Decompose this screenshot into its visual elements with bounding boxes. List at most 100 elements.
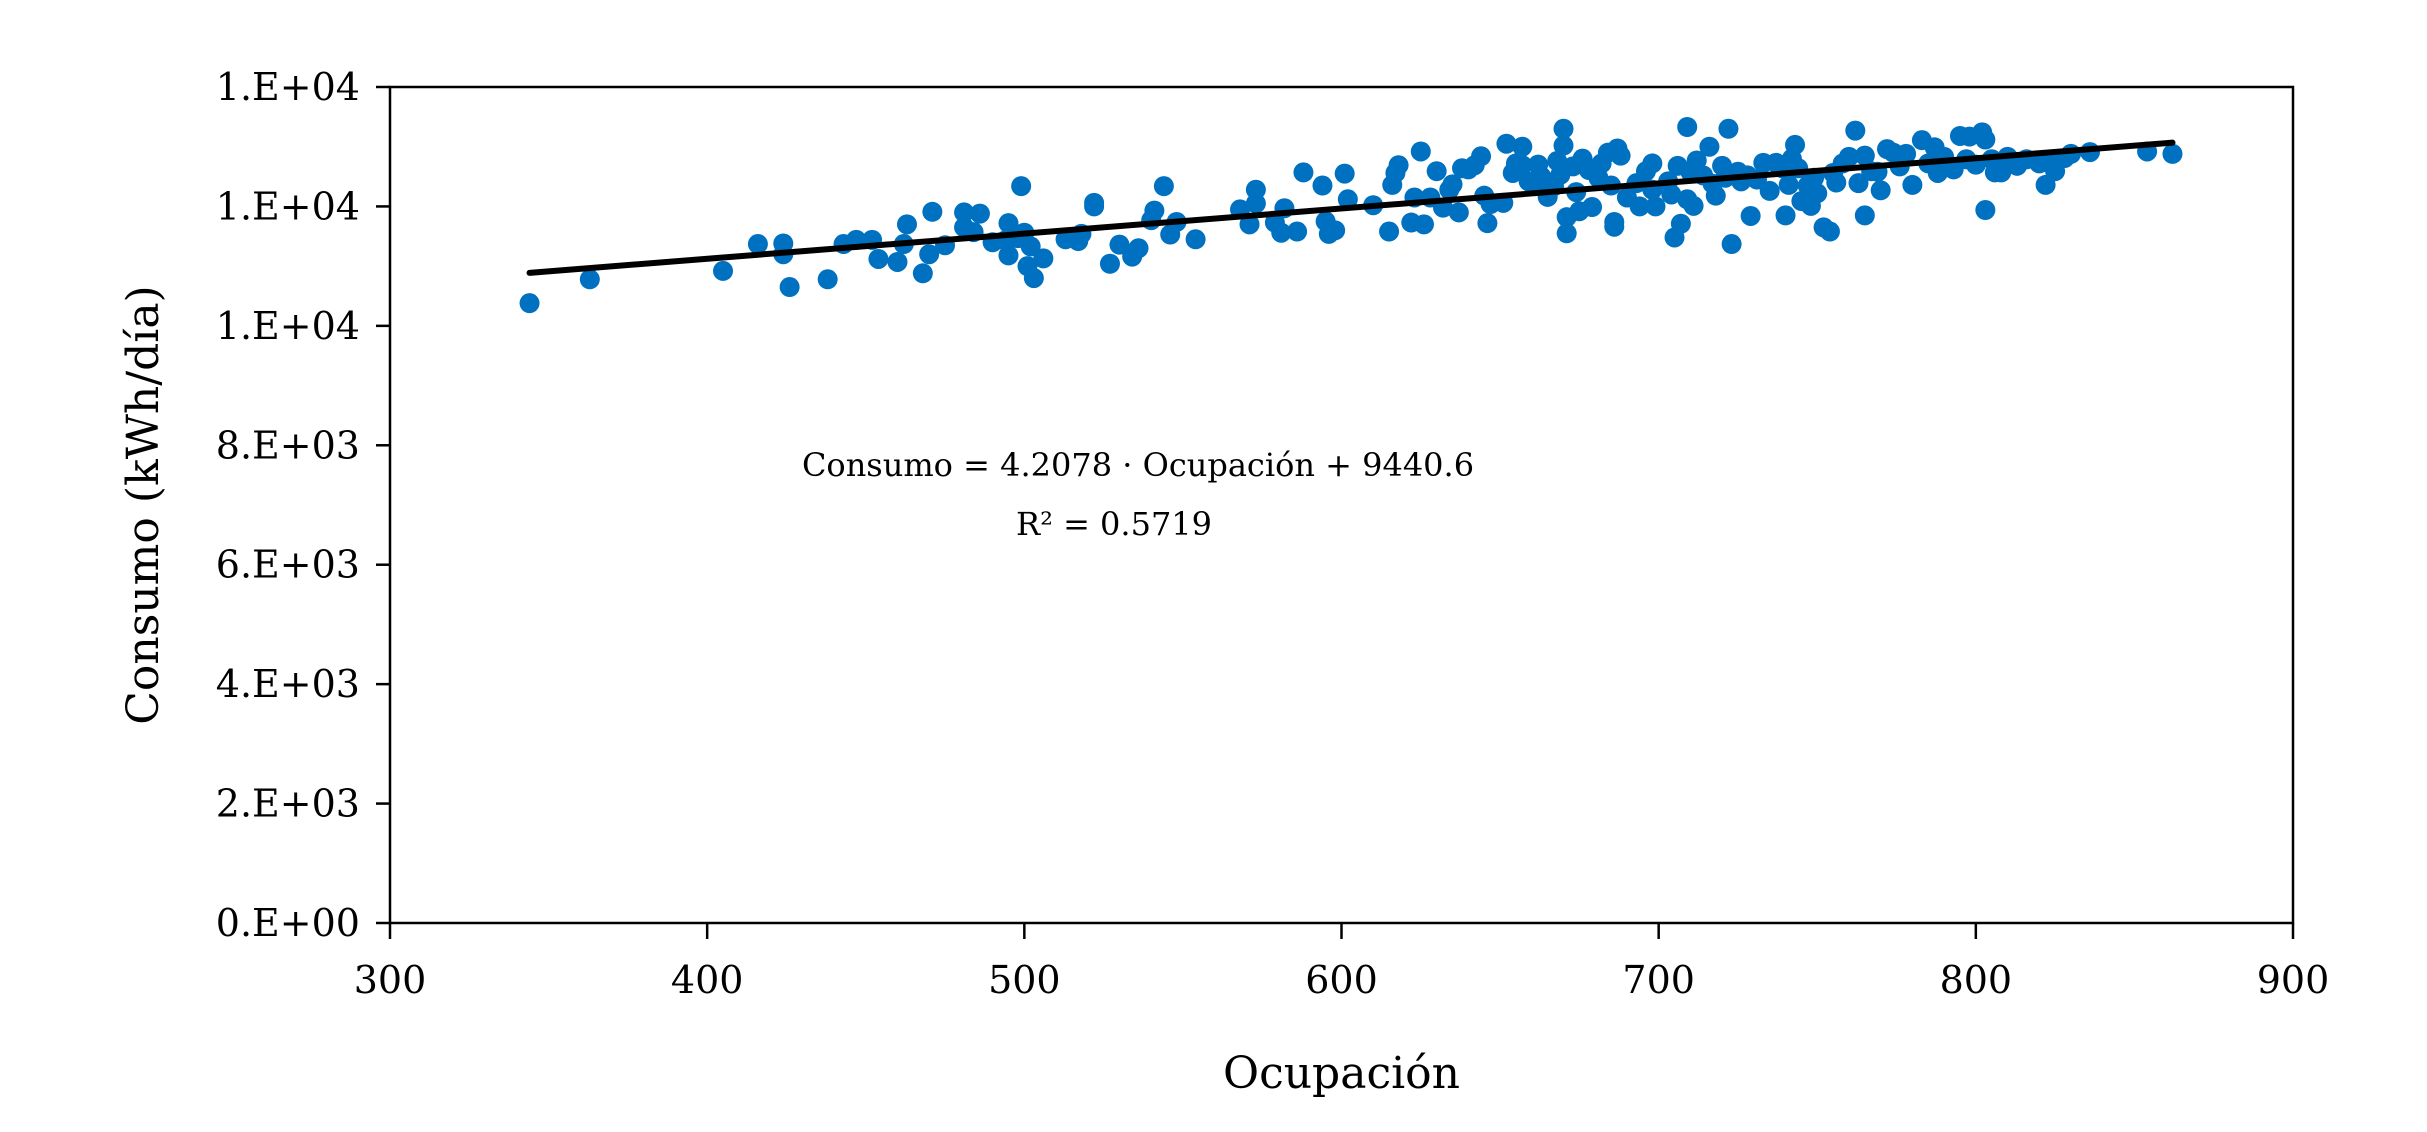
x-axis-ticks: 300 400 500 600 700 800 900 (354, 923, 2330, 1002)
data-point (1477, 213, 1498, 234)
data-point (1109, 234, 1130, 255)
data-point (1442, 174, 1463, 195)
data-point (1271, 222, 1292, 243)
data-point (1512, 155, 1533, 176)
x-tick-label: 600 (1305, 958, 1378, 1002)
data-point (1896, 143, 1917, 164)
data-point (1699, 136, 1720, 157)
data-point (1775, 205, 1796, 226)
data-point (922, 201, 943, 222)
x-tick-label: 400 (671, 958, 744, 1002)
data-point (1084, 192, 1105, 213)
y-tick-label: 1.E+04 (216, 184, 360, 228)
data-point (1848, 173, 1869, 194)
data-point (1604, 211, 1625, 232)
data-point (1033, 248, 1054, 269)
data-point (1287, 221, 1308, 242)
data-point (1677, 117, 1698, 138)
data-point (1448, 202, 1469, 223)
data-point (1705, 185, 1726, 206)
r-squared-label: R² = 0.5719 (1016, 505, 1212, 543)
data-point (1610, 145, 1631, 166)
data-point (998, 213, 1019, 234)
data-point (1629, 196, 1650, 217)
data-point (1975, 129, 1996, 150)
data-point (779, 277, 800, 298)
data-point (1721, 234, 1742, 255)
data-point (1153, 176, 1174, 197)
data-point (1245, 193, 1266, 214)
x-tick-label: 800 (1940, 958, 2013, 1002)
data-point (1496, 133, 1517, 154)
data-point (519, 293, 540, 314)
plot-area-frame (388, 85, 2295, 925)
data-point (1239, 214, 1260, 235)
data-point (1023, 268, 1044, 289)
data-point (1645, 196, 1666, 217)
data-point (1718, 118, 1739, 139)
y-tick-label: 4.E+03 (216, 662, 360, 706)
data-point (1512, 136, 1533, 157)
data-point (1740, 205, 1761, 226)
data-point (713, 260, 734, 281)
x-axis-title: Ocupación (1223, 1048, 1460, 1099)
data-point (1144, 200, 1165, 221)
trendline (526, 139, 2176, 276)
data-point (1845, 120, 1866, 141)
data-point (1778, 174, 1799, 195)
data-point (1927, 162, 1948, 183)
data-point (1388, 155, 1409, 176)
trendline-equation: Consumo = 4.2078 · Ocupación + 9440.6 (802, 446, 1474, 484)
data-point (579, 269, 600, 290)
y-tick-label: 6.E+03 (216, 543, 360, 587)
y-tick-label: 8.E+03 (216, 423, 360, 467)
data-point (817, 269, 838, 290)
data-point (1337, 189, 1358, 210)
data-point (1379, 221, 1400, 242)
x-tick-label: 700 (1622, 958, 1695, 1002)
data-point (1011, 176, 1032, 197)
data-point (1819, 221, 1840, 242)
x-tick-label: 900 (2257, 958, 2330, 1002)
data-point (2162, 143, 2183, 164)
data-point (1838, 146, 1859, 167)
data-point (887, 251, 908, 272)
data-point (1582, 197, 1603, 218)
data-point (1686, 150, 1707, 171)
data-point (1975, 200, 1996, 221)
data-point (1413, 214, 1434, 235)
data-points (519, 117, 2183, 314)
data-point (1854, 205, 1875, 226)
data-point (1128, 238, 1149, 259)
data-point (1245, 179, 1266, 200)
data-point (896, 214, 917, 235)
y-axis-title: Consumo (kWh/día) (118, 285, 169, 724)
y-axis-ticks: 0.E+00 2.E+03 4.E+03 6.E+03 8.E+03 1.E+04 1.E+… (216, 65, 390, 945)
data-point (1670, 213, 1691, 234)
x-tick-label: 500 (988, 958, 1061, 1002)
data-point (1334, 163, 1355, 184)
data-point (1293, 162, 1314, 183)
data-point (1185, 229, 1206, 250)
data-point (1642, 153, 1663, 174)
data-point (1312, 175, 1333, 196)
data-point (1553, 118, 1574, 139)
x-tick-label: 300 (354, 958, 427, 1002)
data-point (998, 245, 1019, 266)
data-point (1683, 195, 1704, 216)
data-point (1759, 180, 1780, 201)
data-point (1991, 162, 2012, 183)
y-tick-label: 1.E+04 (216, 65, 360, 109)
data-point (969, 203, 990, 224)
data-point (1325, 220, 1346, 241)
data-point (1785, 134, 1806, 155)
y-tick-label: 1.E+04 (216, 304, 360, 348)
data-point (1854, 145, 1875, 166)
data-point (1556, 223, 1577, 244)
data-point (1471, 146, 1492, 167)
y-tick-label: 0.E+00 (216, 901, 360, 945)
data-point (1661, 184, 1682, 205)
data-point (1826, 172, 1847, 193)
data-point (1807, 183, 1828, 204)
